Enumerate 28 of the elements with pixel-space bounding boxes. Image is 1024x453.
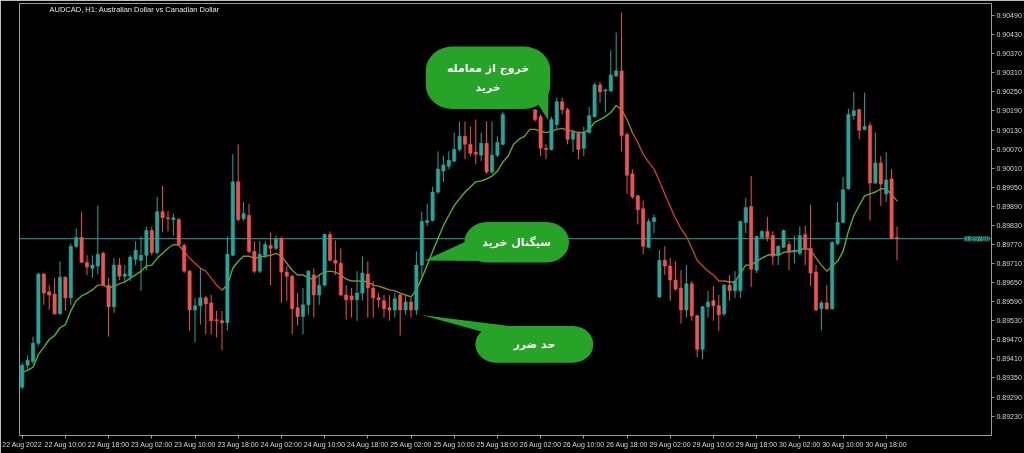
candlestick	[479, 132, 484, 162]
annotation: حد ضرر	[512, 337, 556, 351]
candlestick	[571, 128, 575, 153]
candlestick	[398, 292, 403, 337]
candlestick	[862, 92, 867, 131]
candlestick	[727, 274, 732, 302]
candlestick	[819, 300, 824, 332]
annotation: خروج از معامله خرید	[446, 61, 530, 94]
candlestick	[857, 108, 862, 140]
candlestick	[149, 226, 154, 256]
candlestick	[20, 361, 25, 390]
candlestick	[787, 240, 791, 271]
candlestick	[598, 81, 602, 104]
candlestick	[241, 201, 246, 222]
candlestick	[873, 132, 878, 185]
candlestick	[576, 130, 581, 160]
candlestick	[884, 151, 889, 203]
candlestick	[117, 257, 122, 281]
candlestick	[409, 297, 413, 319]
annotation: سیگنال خرید	[482, 235, 552, 249]
candlestick	[311, 267, 316, 319]
candlestick	[63, 275, 68, 312]
candlestick	[171, 213, 176, 237]
candlestick	[392, 292, 397, 319]
candlestick	[824, 284, 829, 311]
candlestick	[268, 231, 273, 286]
candlestick	[403, 295, 408, 316]
candlestick	[878, 155, 883, 207]
